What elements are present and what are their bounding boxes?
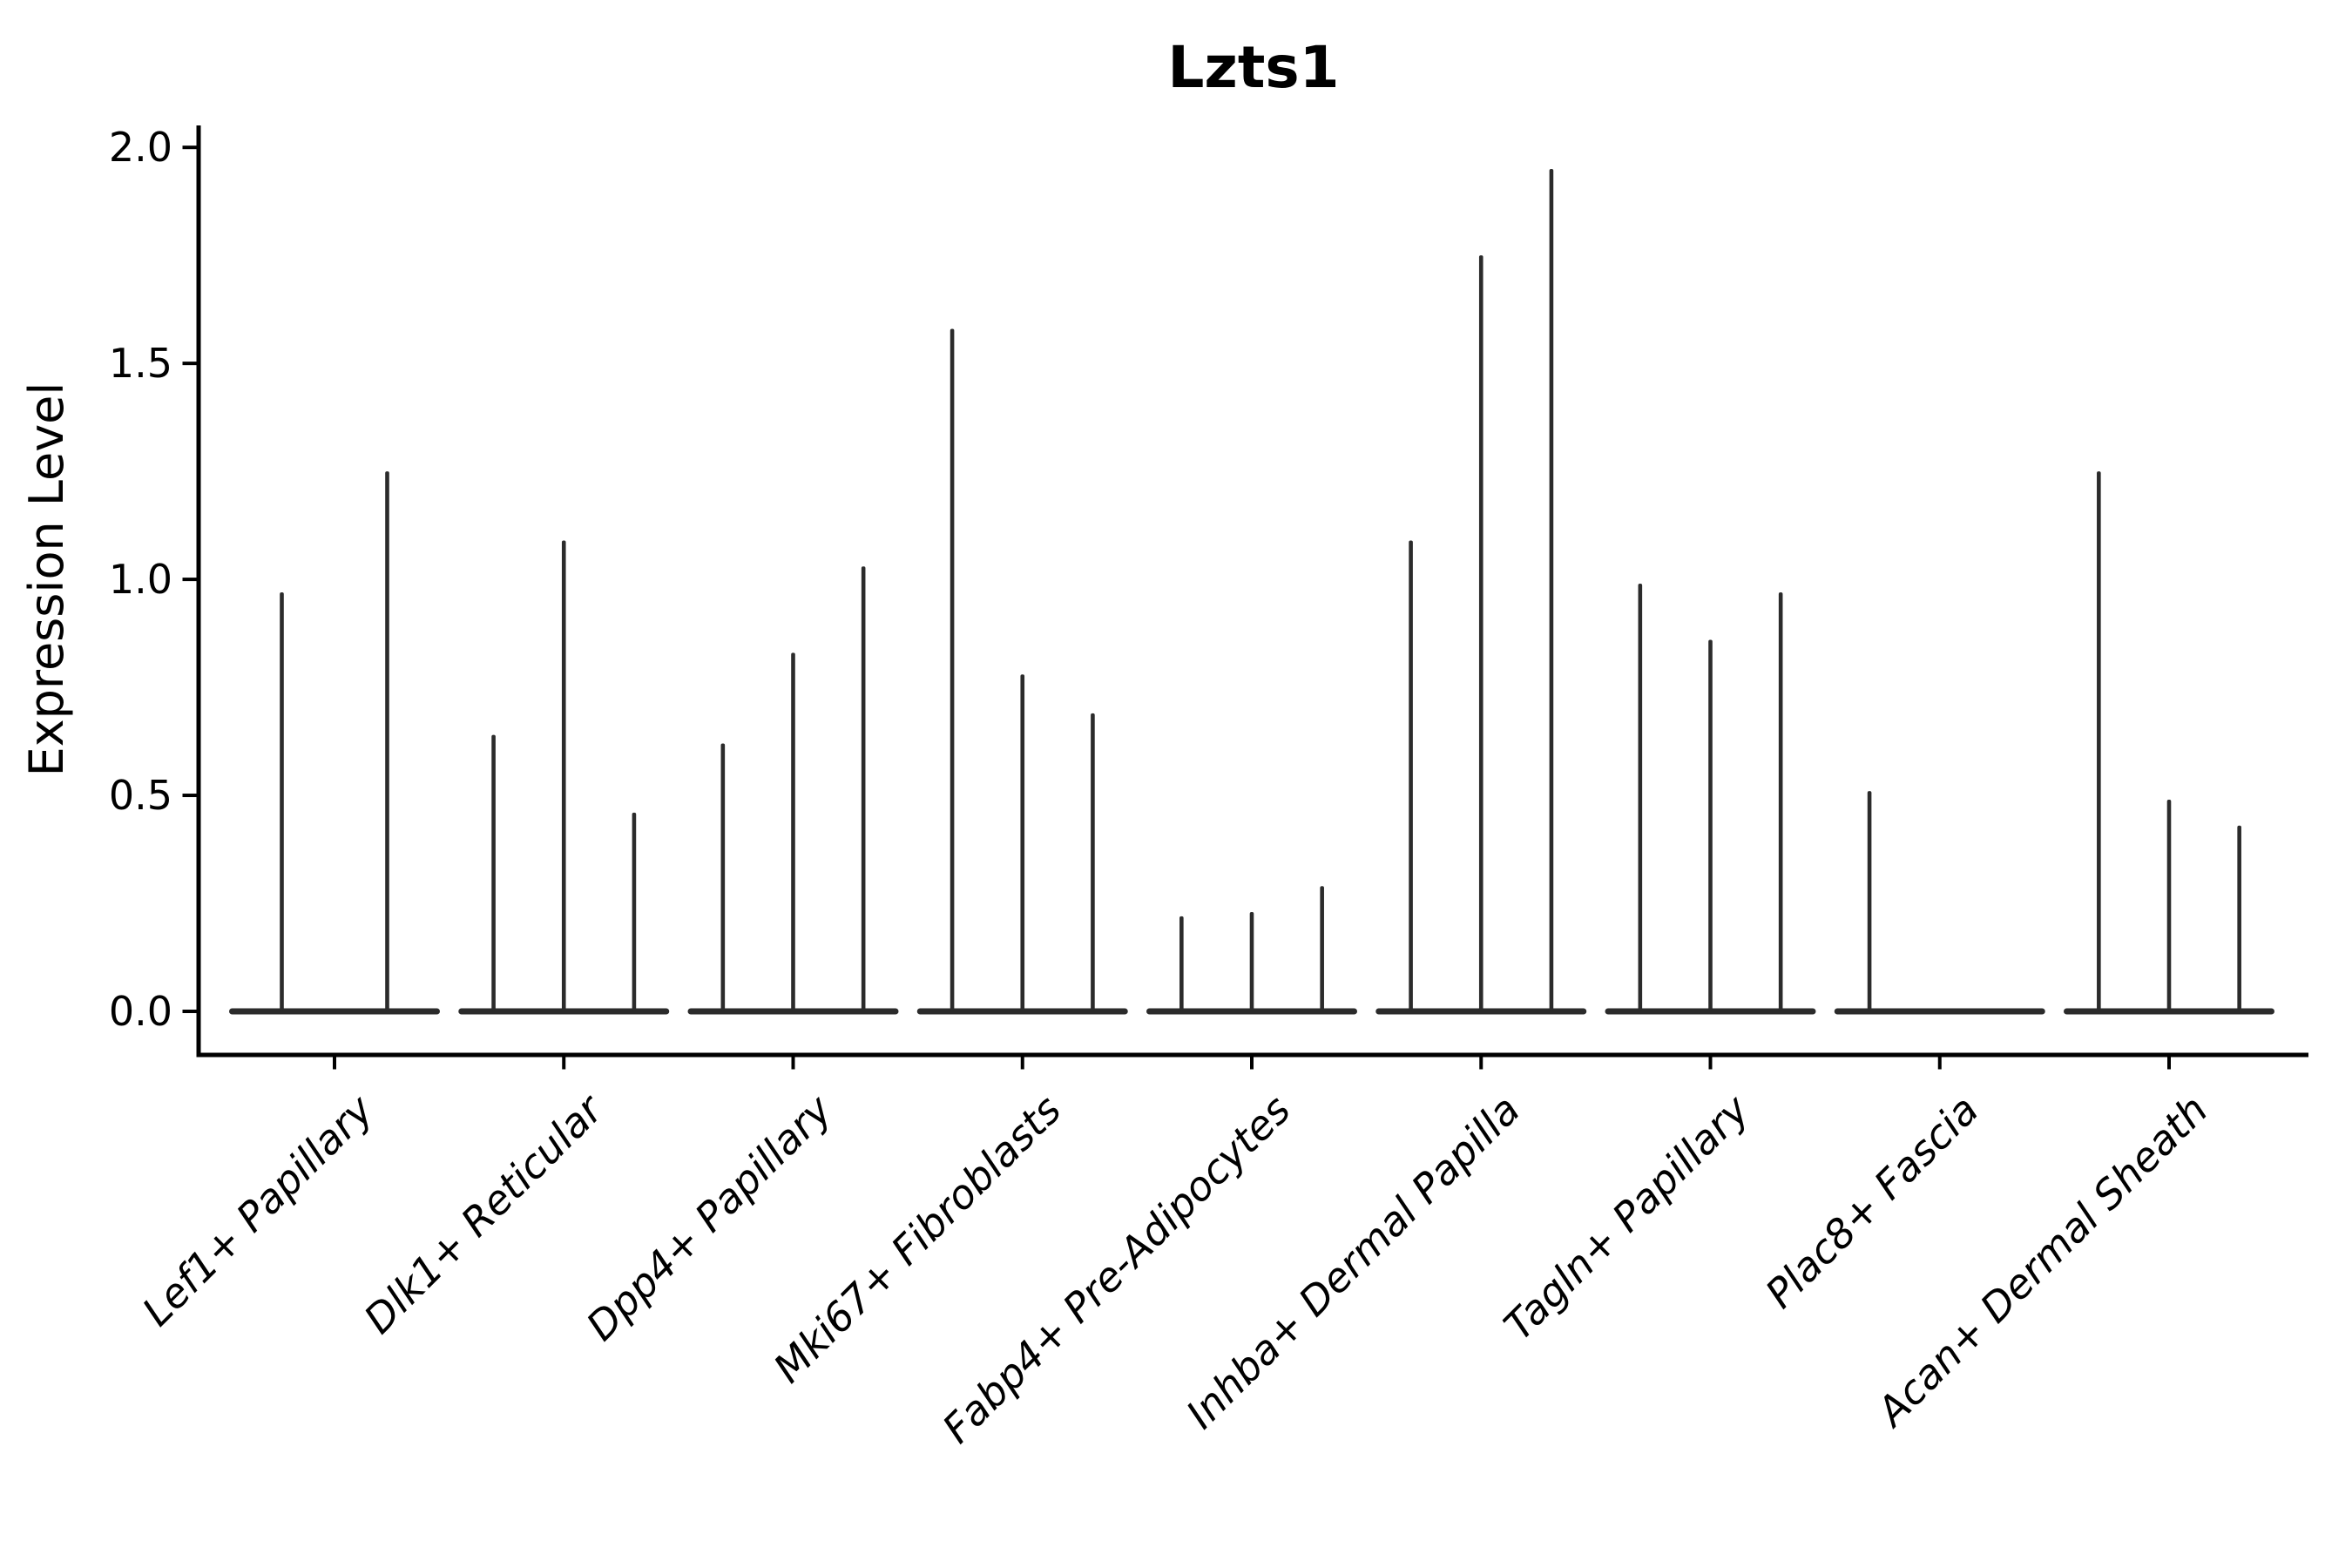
violin-spike [791, 652, 795, 1011]
y-tick-label: 1.0 [109, 556, 172, 603]
y-axis-spine [196, 125, 201, 1058]
y-tick-mark [182, 362, 197, 366]
violin-spike [280, 591, 284, 1011]
x-tick-mark [562, 1057, 566, 1070]
y-tick-mark [182, 794, 197, 798]
violin-base-band [1834, 1008, 2045, 1015]
y-tick-mark [182, 578, 197, 582]
x-tick-mark [1708, 1057, 1713, 1070]
y-tick-label: 0.0 [109, 988, 172, 1035]
violin-spike [1478, 255, 1484, 1011]
violin-spike [1179, 916, 1184, 1011]
violin-spike [1409, 540, 1413, 1011]
violin-base-band [229, 1008, 440, 1015]
chart-title: Lzts1 [1167, 34, 1339, 101]
violin-spike [1549, 168, 1554, 1011]
y-tick-label: 2.0 [109, 124, 172, 171]
violin-spike [2097, 471, 2101, 1011]
x-tick-mark [1020, 1057, 1024, 1070]
violin-spike [1091, 713, 1095, 1011]
x-axis-spine [196, 1052, 2308, 1058]
violin-spike [1778, 591, 1783, 1011]
violin-spike [720, 743, 726, 1011]
violin-spike [1320, 886, 1324, 1011]
x-tick-mark [791, 1057, 795, 1070]
violin-spike [1020, 674, 1025, 1011]
violin-spike [2166, 800, 2172, 1011]
violin-spike [861, 566, 866, 1011]
violin-spike [1638, 584, 1643, 1011]
violin-spike [561, 540, 566, 1011]
y-tick-label: 1.5 [109, 340, 172, 387]
violin-spike [632, 812, 637, 1011]
axes-layer [196, 125, 2308, 1058]
violin-spike [2237, 825, 2241, 1011]
violin-spike [950, 328, 955, 1011]
violin-spike [1867, 791, 1872, 1011]
x-tick-mark [1479, 1057, 1484, 1070]
violin-spike [491, 734, 496, 1011]
y-axis-label: Expression Level [19, 382, 74, 777]
violins-layer [229, 168, 2274, 1015]
y-tick-mark [182, 1010, 197, 1013]
x-tick-mark [1937, 1057, 1942, 1070]
violin-spike [385, 471, 389, 1011]
x-tick-mark [333, 1057, 336, 1070]
y-axis-ticks: 0.0 0.5 1.0 1.5 2.0 [109, 124, 197, 1035]
x-tick-mark [2167, 1057, 2171, 1070]
y-tick-label: 0.5 [109, 772, 172, 819]
x-tick-mark [1250, 1057, 1254, 1070]
violin-spike [1249, 911, 1254, 1011]
y-tick-mark [182, 145, 197, 150]
violin-spike [1708, 639, 1713, 1011]
